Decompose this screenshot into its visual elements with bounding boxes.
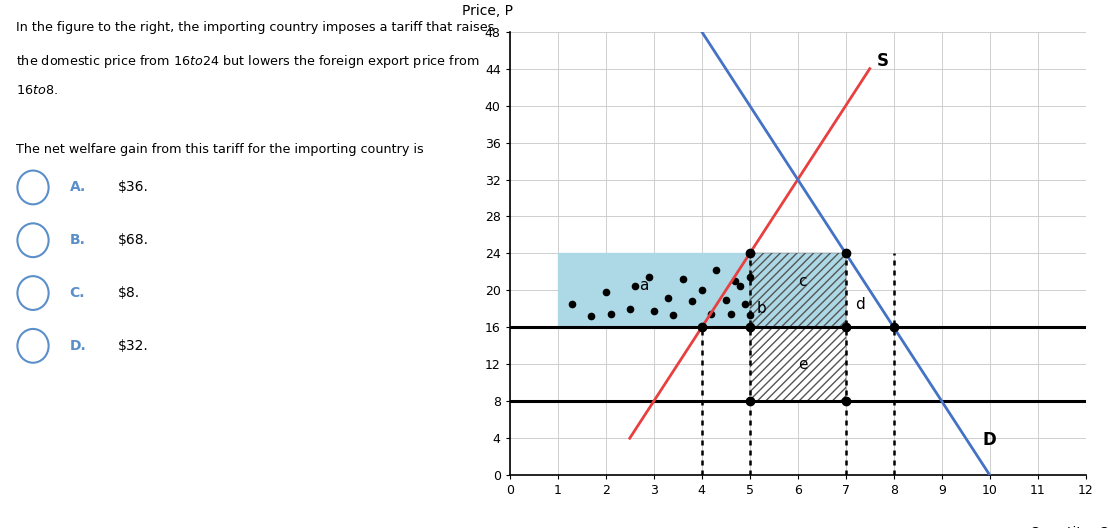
Text: a: a (639, 278, 649, 293)
Text: A.: A. (70, 181, 85, 194)
Text: $68.: $68. (119, 233, 150, 247)
Text: C.: C. (70, 286, 85, 300)
Text: $36.: $36. (119, 181, 150, 194)
Text: d: d (855, 297, 865, 312)
Text: e: e (798, 357, 808, 372)
Text: S: S (878, 52, 889, 70)
Text: D: D (983, 431, 996, 449)
Text: the domestic price from $16 to $24 but lowers the foreign export price from: the domestic price from $16 to $24 but l… (16, 53, 480, 70)
Text: In the figure to the right, the importing country imposes a tariff that raises: In the figure to the right, the importin… (16, 21, 494, 34)
Text: Quantity, Q: Quantity, Q (1030, 526, 1108, 528)
Text: b: b (757, 301, 767, 316)
Text: c: c (798, 274, 807, 289)
Text: $32.: $32. (119, 339, 150, 353)
Text: $8.: $8. (119, 286, 141, 300)
Text: Price, P: Price, P (462, 4, 513, 18)
Text: D.: D. (70, 339, 86, 353)
Text: The net welfare gain from this tariff for the importing country is: The net welfare gain from this tariff fo… (16, 143, 423, 156)
Text: $16 to $8.: $16 to $8. (16, 84, 58, 98)
Text: B.: B. (70, 233, 85, 247)
